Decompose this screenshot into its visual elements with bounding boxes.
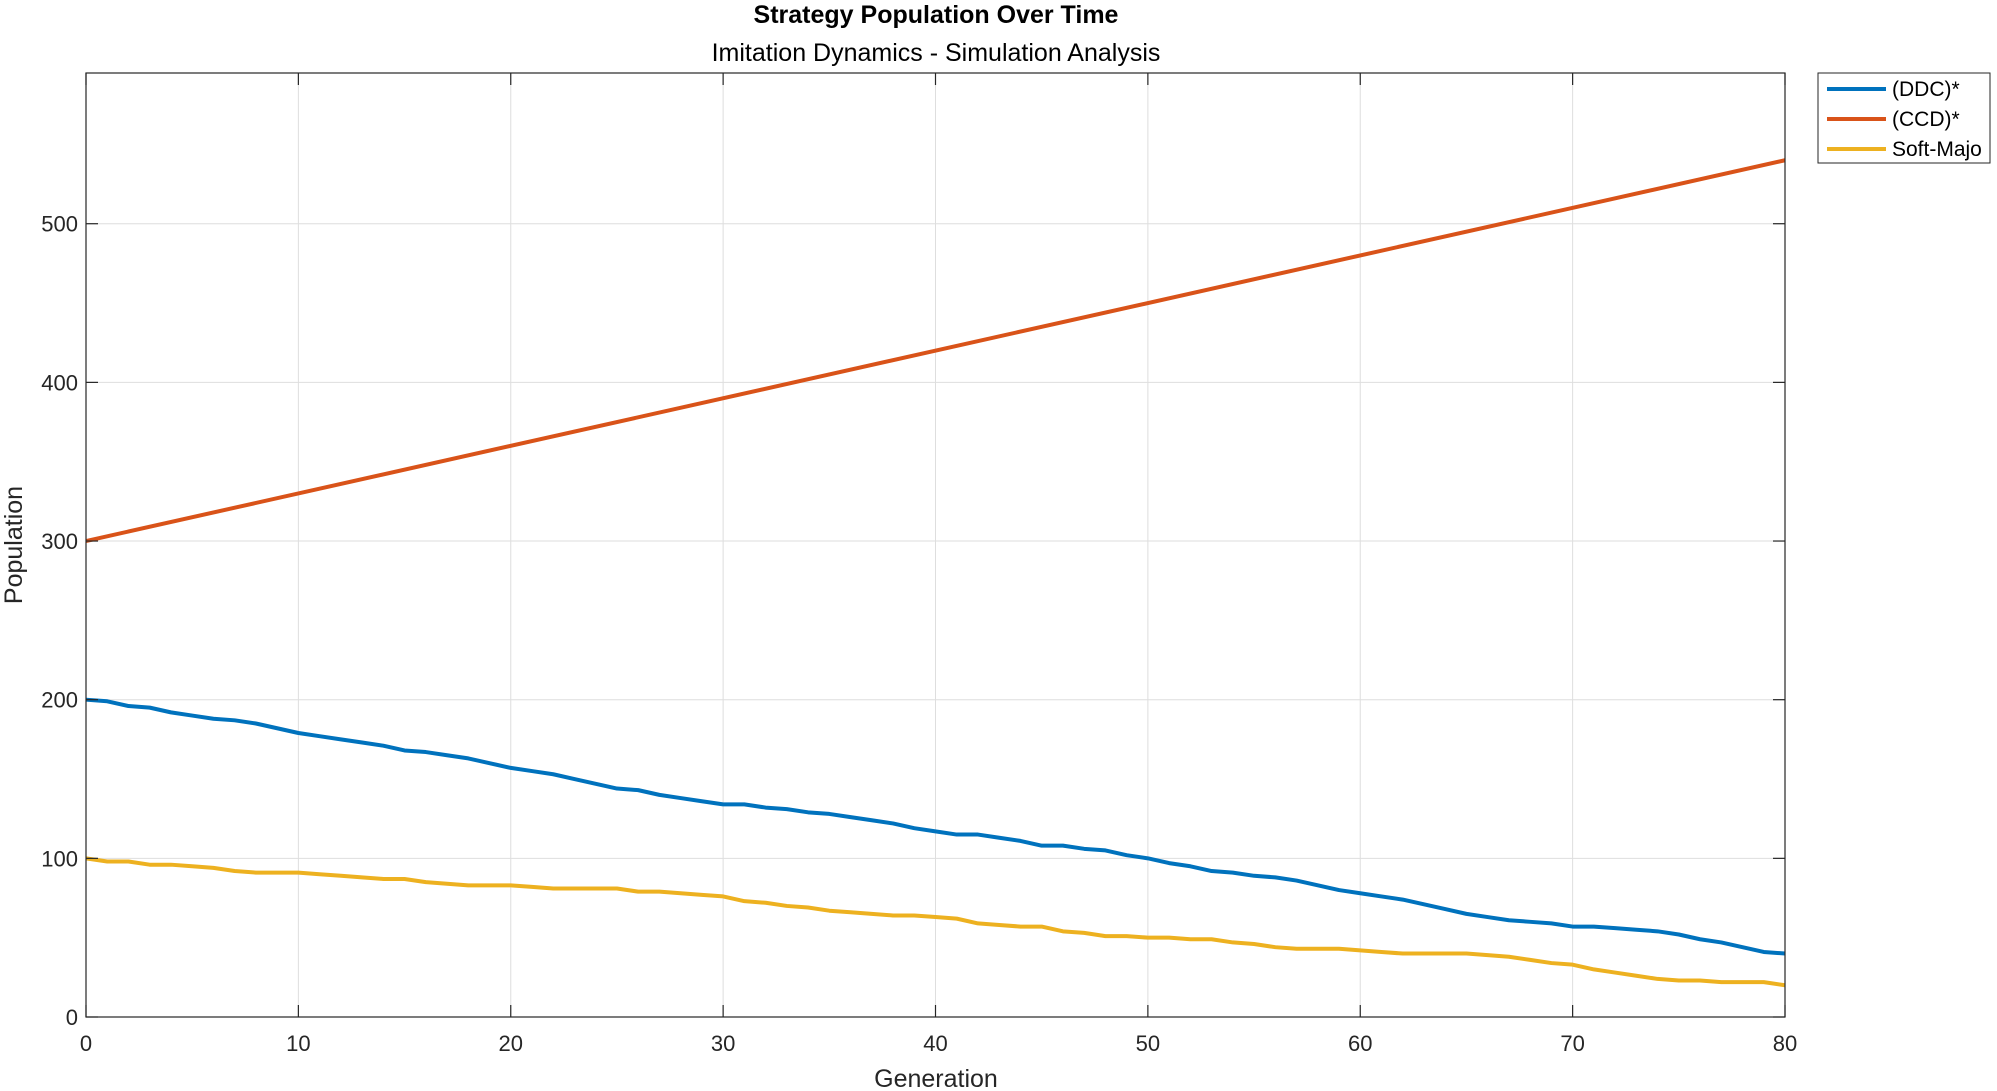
y-tick-label: 0 xyxy=(66,1005,78,1030)
x-tick-label: 30 xyxy=(711,1031,735,1056)
legend-items: (DDC)* (CCD)* Soft-Majo xyxy=(1827,78,1982,161)
grid xyxy=(85,73,1786,1018)
series-line-2 xyxy=(85,158,1786,543)
chart-subtitle: Imitation Dynamics - Simulation Analysis xyxy=(712,39,1161,67)
y-axis-label: Population xyxy=(0,486,28,604)
legend-label: (CCD)* xyxy=(1892,108,1960,131)
legend-entry[interactable]: (CCD)* xyxy=(1827,108,1960,131)
y-tick-label: 400 xyxy=(41,370,78,395)
series-lines xyxy=(85,158,1786,988)
x-tick-label: 20 xyxy=(499,1031,523,1056)
chart-title: Strategy Population Over Time xyxy=(754,1,1119,29)
legend-label: Soft-Majo xyxy=(1892,138,1982,161)
y-tick-label: 100 xyxy=(41,846,78,871)
x-tick-label: 60 xyxy=(1348,1031,1372,1056)
legend[interactable]: (DDC)* (CCD)* Soft-Majo xyxy=(1817,72,1991,164)
x-tick-label: 70 xyxy=(1560,1031,1584,1056)
legend-entry[interactable]: (DDC)* xyxy=(1827,78,1960,101)
axis-ticks: 0 10 20 30 40 50 60 70 80 0 100 200 300 400 500 xyxy=(41,73,1797,1056)
y-tick-label: 300 xyxy=(41,529,78,554)
series-line-1 xyxy=(85,697,1786,956)
x-tick-label: 10 xyxy=(286,1031,310,1056)
y-tick-label: 500 xyxy=(41,212,78,237)
legend-label: (DDC)* xyxy=(1892,78,1960,101)
x-tick-label: 0 xyxy=(80,1031,92,1056)
legend-entry[interactable]: Soft-Majo xyxy=(1827,138,1982,161)
x-tick-label: 40 xyxy=(923,1031,947,1056)
series-line-3 xyxy=(85,856,1786,988)
y-tick-label: 200 xyxy=(41,688,78,713)
x-tick-label: 80 xyxy=(1773,1031,1797,1056)
x-axis-label: Generation xyxy=(874,1065,998,1091)
x-tick-label: 50 xyxy=(1136,1031,1160,1056)
